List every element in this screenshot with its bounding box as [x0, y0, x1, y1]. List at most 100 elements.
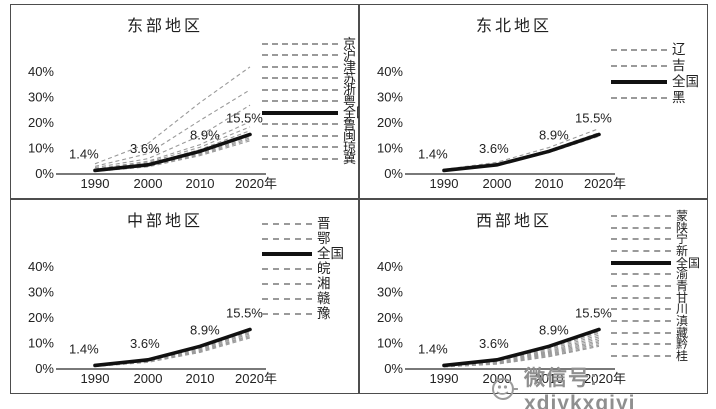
plot-area: 40% 30% 20% 10% 0% 1990 2000 2010 2020年 1.4% 3.6% 8… — [377, 64, 626, 191]
legend-label: 浙 — [343, 82, 357, 98]
province-line-湘 — [94, 334, 251, 367]
legend-item-粤: 粤 — [262, 95, 369, 108]
legend-item-冀: 冀 — [262, 151, 369, 167]
legend-item-辽: 辽 — [611, 42, 699, 58]
legend-label: 青 — [676, 278, 689, 293]
y-tick-label: 40% — [28, 259, 54, 274]
province-line-辽 — [443, 128, 600, 170]
legend-item-豫: 豫 — [262, 306, 344, 321]
point-label: 8.9% — [539, 322, 569, 337]
point-label: 15.5% — [226, 110, 263, 125]
province-line-豫 — [94, 337, 251, 367]
national-line — [93, 132, 252, 173]
x-tick-label: 1990 — [81, 371, 110, 386]
point-label: 15.5% — [226, 305, 263, 320]
legend-item-赣: 赣 — [262, 291, 344, 306]
legend-item-全国: 全国 — [611, 74, 699, 90]
legend-label: 赣 — [317, 290, 331, 306]
legend-label: 黑 — [672, 90, 686, 106]
point-label: 3.6% — [130, 336, 160, 351]
y-tick-label: 20% — [28, 115, 54, 130]
legend-label: 陕 — [676, 220, 689, 235]
legend-item-桂: 桂 — [611, 350, 700, 362]
legend-label: 京 — [343, 36, 357, 52]
legend: 京沪津苏浙粤全国鲁闽琼冀 — [262, 36, 369, 167]
y-tick-label: 10% — [28, 141, 54, 156]
y-tick-label: 10% — [28, 336, 54, 351]
dashed-line-sample — [262, 237, 312, 240]
legend: 蒙陕宁新全国渝青甘川滇藏黔桂 — [611, 210, 700, 362]
province-line-桂 — [443, 345, 600, 368]
dashed-line-sample — [262, 54, 338, 57]
legend-item-津: 津 — [262, 59, 369, 75]
dashed-line-sample — [611, 97, 667, 99]
national-line — [442, 132, 601, 173]
chart-title-northeast: 东北地区 — [475, 18, 552, 35]
dashed-line-sample — [611, 238, 671, 241]
legend-label: 川 — [676, 302, 689, 317]
province-line-京 — [94, 66, 251, 165]
chart-title-east: 东部地区 — [126, 18, 203, 35]
y-tick-label: 20% — [28, 310, 54, 325]
point-label: 1.4% — [69, 341, 99, 356]
national-line-sample — [262, 110, 338, 115]
y-tick-label: 30% — [377, 285, 403, 300]
province-line-浙 — [94, 126, 251, 170]
chart-grid: 东部地区 40% 30% 20% 10% 0% 1990 2000 2010 2020年 1.4%… — [10, 4, 708, 394]
dashed-line-sample — [611, 65, 667, 67]
dashed-line-sample — [262, 157, 338, 160]
legend-item-全国: 全国 — [611, 257, 700, 269]
legend-label: 滇 — [676, 314, 689, 329]
dashed-line-sample — [262, 146, 338, 149]
legend-item-甘: 甘 — [611, 292, 700, 304]
legend-item-湘: 湘 — [262, 276, 344, 291]
legend-item-鄂: 鄂 — [262, 231, 344, 246]
y-tick-label: 20% — [377, 310, 403, 325]
dashed-line-sample — [611, 226, 671, 229]
point-label: 1.4% — [69, 146, 99, 161]
dashed-line-sample — [262, 65, 338, 68]
province-line-琼 — [94, 138, 251, 172]
national-line-sample — [611, 260, 671, 265]
point-label: 3.6% — [479, 141, 509, 156]
legend-label: 桂 — [676, 349, 689, 364]
national-line-sample — [611, 80, 667, 84]
legend-label: 冀 — [343, 151, 357, 167]
legend-label: 鲁 — [343, 116, 357, 132]
x-tick-label: 2010 — [535, 371, 564, 386]
national-line-sample — [262, 251, 312, 256]
legend-item-青: 青 — [611, 280, 700, 292]
chart-panel-central: 中部地区 40% 30% 20% 10% 0% 1990 2000 2010 2020年 1.4%… — [10, 199, 359, 394]
dashed-line-sample — [611, 331, 671, 334]
x-tick-label: 2010 — [186, 371, 215, 386]
legend-label: 吉 — [672, 58, 686, 74]
legend-label: 湘 — [317, 275, 331, 291]
watermark: 微信号: xdjykxgjyj — [490, 362, 716, 409]
y-tick-label: 0% — [384, 166, 403, 181]
y-tick-label: 10% — [377, 141, 403, 156]
chart-title-west: 西部地区 — [475, 213, 552, 230]
legend-item-京: 京 — [262, 36, 369, 52]
province-line-滇 — [443, 341, 600, 368]
point-label: 1.4% — [418, 146, 448, 161]
dashed-line-sample — [262, 123, 338, 126]
wechat-logo-icon — [491, 378, 518, 400]
legend-item-宁: 宁 — [611, 233, 700, 245]
province-line-藏 — [443, 342, 600, 368]
legend-label: 琼 — [343, 139, 357, 155]
dashed-line-sample — [611, 284, 671, 287]
x-tick-label: 2020年 — [584, 176, 626, 191]
legend-item-琼: 琼 — [262, 139, 369, 155]
legend-item-皖: 皖 — [262, 261, 344, 276]
dashed-line-sample — [262, 77, 338, 80]
y-tick-label: 40% — [28, 64, 54, 79]
legend-item-吉: 吉 — [611, 58, 699, 74]
legend-item-滇: 滇 — [611, 315, 700, 327]
legend-label: 津 — [343, 59, 357, 75]
legend-label: 苏 — [343, 70, 357, 86]
province-line-甘 — [443, 338, 600, 367]
dashed-line-sample — [611, 249, 671, 252]
x-tick-label: 2020年 — [235, 371, 277, 386]
legend-item-黑: 黑 — [611, 90, 699, 106]
